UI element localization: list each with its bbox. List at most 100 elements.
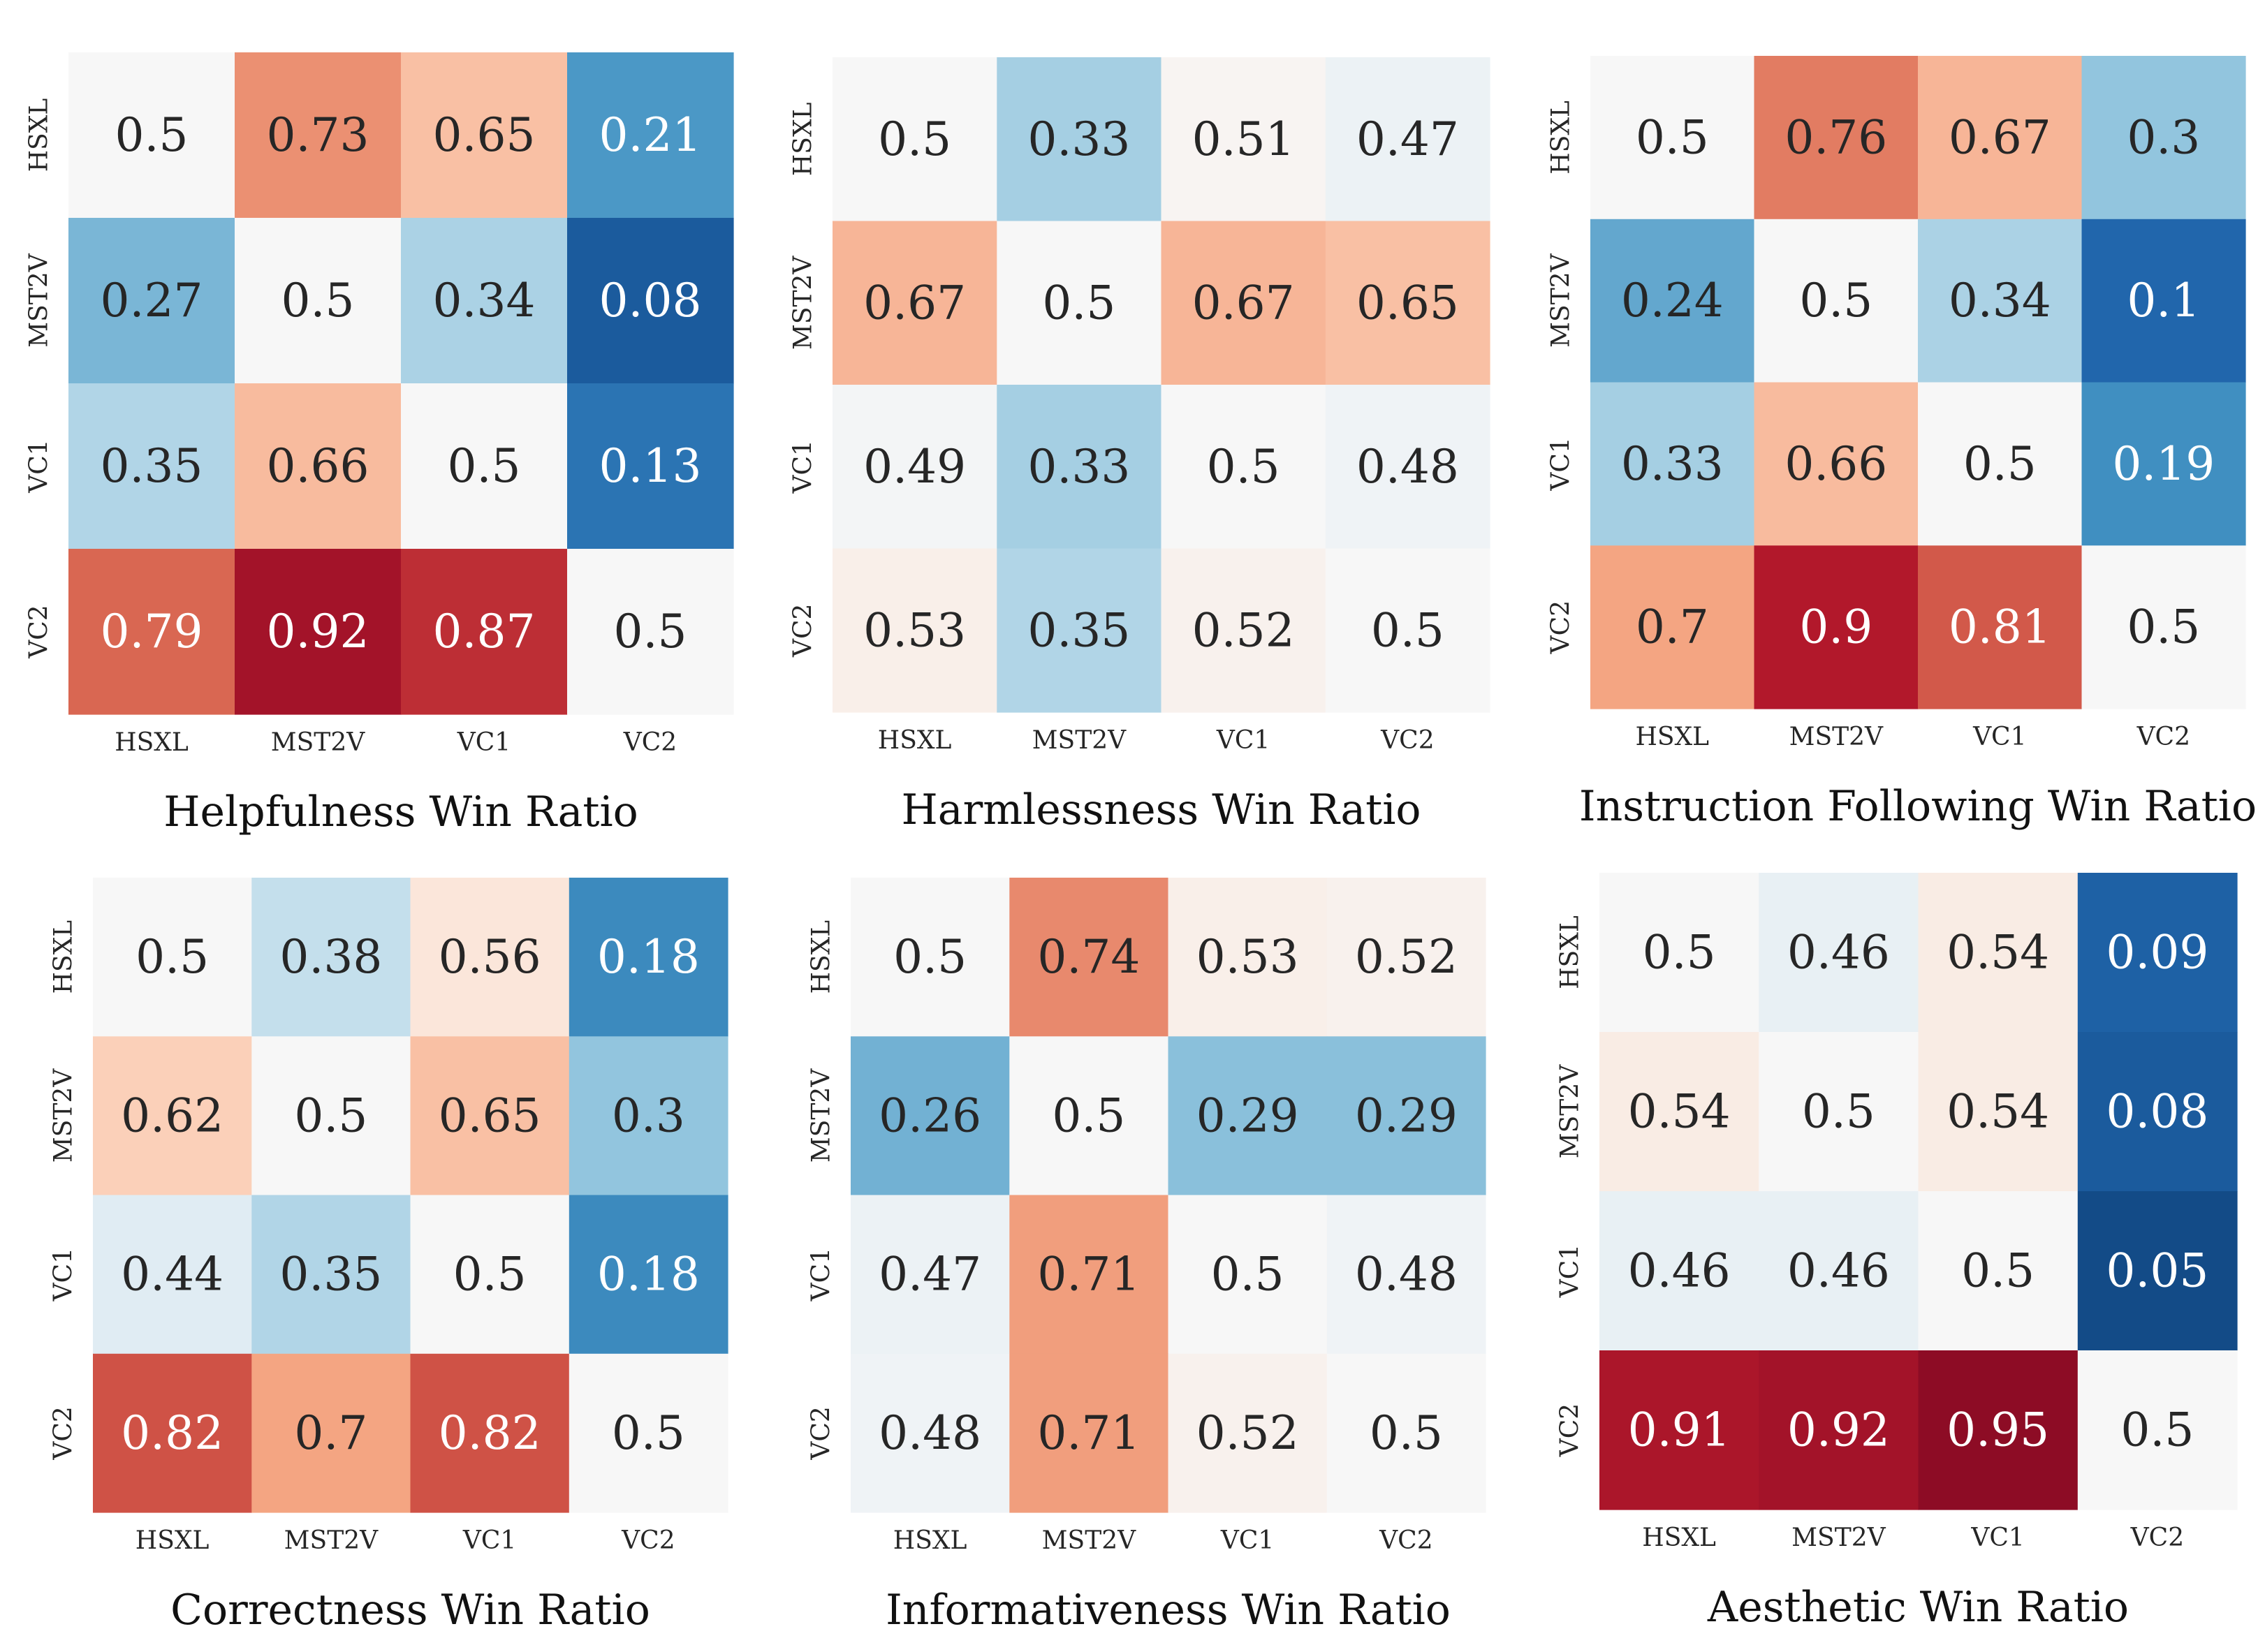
cell-value-label: 0.34 — [1949, 274, 2051, 327]
cell-value-label: 0.5 — [294, 1089, 367, 1142]
heatmap-cell — [93, 1036, 252, 1196]
heatmap-cell — [410, 878, 570, 1037]
cell-value-label: 0.9 — [1799, 600, 1872, 654]
cell-value-label: 0.27 — [101, 274, 203, 327]
x-tick-label: MST2V — [1032, 726, 1127, 755]
cell-value-label: 0.92 — [1787, 1403, 1890, 1457]
cell-value-label: 0.48 — [879, 1406, 981, 1460]
heatmap-cell — [2081, 219, 2246, 383]
heatmap-cell — [1161, 385, 1326, 550]
heatmap-cell — [251, 878, 411, 1037]
x-tick-label: VC1 — [1972, 723, 2026, 751]
cell-value-label: 0.05 — [2106, 1244, 2208, 1298]
cell-value-label: 0.5 — [1799, 274, 1872, 327]
heatmap-cell — [1168, 878, 1328, 1037]
cell-value-label: 0.38 — [279, 930, 382, 984]
y-tick-label: MST2V — [25, 253, 54, 347]
cell-value-label: 0.65 — [439, 1089, 541, 1142]
cell-value-label: 0.52 — [1355, 930, 1458, 984]
cell-value-label: 0.5 — [453, 1248, 527, 1301]
cell-value-label: 0.95 — [1947, 1403, 2049, 1457]
y-tick-label: HSXL — [1556, 915, 1585, 989]
cell-value-label: 0.56 — [439, 930, 541, 984]
heatmap-cell — [1326, 1353, 1486, 1513]
cell-value-label: 0.08 — [599, 274, 702, 327]
heatmap-cell — [1918, 56, 2083, 220]
x-tick-label: MST2V — [284, 1526, 379, 1555]
heatmap-cell — [2081, 382, 2246, 546]
cell-value-label: 0.33 — [1027, 440, 1130, 494]
cell-value-label: 0.26 — [879, 1089, 981, 1142]
chart-title: Harmlessness Win Ratio — [901, 786, 1421, 834]
cell-value-label: 0.33 — [1027, 112, 1130, 166]
heatmap-cell — [1918, 219, 2083, 383]
cell-value-label: 0.5 — [1643, 926, 1716, 980]
cell-value-label: 0.24 — [1621, 274, 1724, 327]
cell-value-label: 0.52 — [1192, 603, 1295, 657]
heatmap-cell — [1590, 545, 1755, 709]
heatmap-cell — [1759, 1350, 1919, 1510]
heatmap-cell — [1161, 57, 1326, 222]
cell-value-label: 0.35 — [279, 1248, 382, 1301]
heatmap-cell — [567, 218, 734, 384]
cell-value-label: 0.46 — [1787, 1244, 1890, 1298]
heatmap-cell — [833, 385, 997, 550]
cell-value-label: 0.71 — [1037, 1248, 1140, 1301]
heatmap-cell — [1918, 1191, 2079, 1351]
heatmap-cell — [2081, 545, 2246, 709]
cell-value-label: 0.33 — [1621, 437, 1724, 491]
cell-value-label: 0.67 — [1949, 110, 2051, 164]
cell-value-label: 0.29 — [1355, 1089, 1458, 1142]
cell-value-label: 0.66 — [267, 439, 369, 493]
heatmap-cell — [2081, 56, 2246, 220]
cell-value-label: 0.82 — [121, 1406, 223, 1460]
cell-value-label: 0.5 — [1802, 1085, 1875, 1139]
cell-value-label: 0.65 — [433, 108, 536, 162]
heatmap-cell — [1168, 1036, 1328, 1196]
y-tick-label: VC2 — [25, 605, 54, 658]
heatmap-cell — [569, 1195, 728, 1355]
y-tick-label: HSXL — [789, 102, 818, 176]
x-tick-label: VC1 — [1970, 1524, 2024, 1552]
y-tick-label: VC2 — [1547, 600, 1576, 654]
cell-value-label: 0.5 — [2120, 1403, 2194, 1457]
cell-value-label: 0.5 — [1961, 1244, 2035, 1298]
x-tick-label: MST2V — [271, 728, 365, 757]
heatmap-cell — [569, 1036, 728, 1196]
cell-value-label: 0.62 — [121, 1089, 223, 1142]
heatmap-cell — [1590, 219, 1755, 383]
heatmap-cell — [93, 1353, 252, 1513]
cell-value-label: 0.5 — [893, 930, 967, 984]
heatmap-cell — [1599, 1191, 1759, 1351]
heatmap-cell — [1326, 1195, 1486, 1355]
x-tick-label: VC2 — [623, 728, 677, 757]
heatmap-cell — [68, 383, 235, 550]
cell-value-label: 0.82 — [439, 1406, 541, 1460]
cell-value-label: 0.5 — [614, 605, 687, 658]
heatmap-cell — [1599, 1350, 1759, 1510]
cell-value-label: 0.29 — [1196, 1089, 1299, 1142]
heatmap-cell — [567, 383, 734, 550]
cell-value-label: 0.53 — [1196, 930, 1299, 984]
cell-value-label: 0.66 — [1784, 437, 1887, 491]
heatmap-cell — [1168, 1195, 1328, 1355]
cell-value-label: 0.34 — [433, 274, 536, 327]
chart-title: Correctness Win Ratio — [170, 1586, 650, 1635]
cell-value-label: 0.3 — [2127, 110, 2200, 164]
heatmap-panel: 0.5 0.73 0.65 0.21 0.27 0.5 0.34 0.08 0.35 0.66 0.… — [25, 52, 734, 836]
heatmap-cell — [1754, 56, 1919, 220]
heatmap-cell — [1168, 1353, 1328, 1513]
heatmap-cell — [569, 878, 728, 1037]
heatmap-cell — [401, 218, 568, 384]
cell-value-label: 0.65 — [1356, 276, 1459, 330]
heatmap-panel: 0.5 0.46 0.54 0.09 0.54 0.5 0.54 0.08 0.46 0.46 0.… — [1556, 873, 2238, 1632]
x-tick-label: MST2V — [1042, 1526, 1136, 1555]
cell-value-label: 0.51 — [1192, 112, 1295, 166]
x-tick-label: VC1 — [457, 728, 511, 757]
chart-title: Aesthetic Win Ratio — [1707, 1583, 2129, 1632]
heatmap-cell — [235, 383, 402, 550]
heatmap-cell — [410, 1036, 570, 1196]
y-tick-label: VC2 — [50, 1406, 78, 1460]
heatmap-cell — [1325, 57, 1490, 222]
cell-value-label: 0.81 — [1949, 600, 2051, 654]
